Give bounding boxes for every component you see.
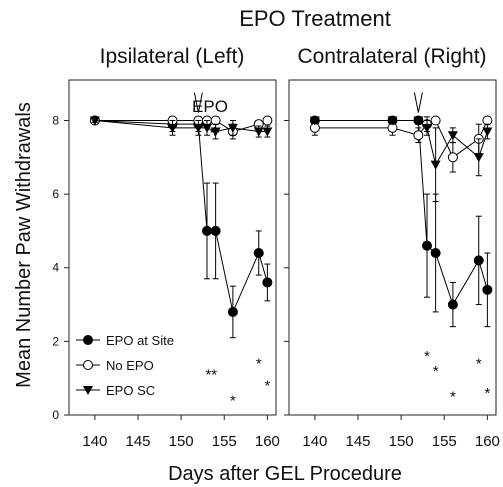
data-point-epo-sc [227, 123, 238, 133]
y-tick-label: 0 [52, 408, 59, 422]
y-tick-label: 8 [52, 113, 59, 127]
data-point-epo-sc [482, 127, 493, 137]
data-point-epo-at-site [227, 306, 238, 317]
significance-marker: * [256, 355, 262, 372]
data-point-epo-at-site [210, 225, 221, 236]
data-point-epo-sc [387, 116, 398, 126]
series-line-no-epo [314, 119, 488, 159]
data-point-epo-sc [89, 116, 100, 126]
x-tick-label: 150 [389, 433, 414, 450]
significance-marker: ** [205, 367, 217, 384]
data-point-epo-sc [422, 123, 432, 133]
data-point-epo-sc [447, 131, 458, 141]
significance-marker: * [264, 378, 270, 395]
x-axis-label: Days after GEL Procedure [168, 463, 402, 485]
x-tick-label: 140 [302, 433, 327, 450]
significance-marker: * [433, 363, 439, 380]
significance-marker: * [484, 385, 490, 402]
legend-label-epo-at-site: EPO at Site [106, 333, 174, 348]
significance-marker: * [424, 348, 430, 365]
series-line-epo-at-site [94, 119, 268, 314]
y-tick-label: 2 [52, 334, 59, 348]
data-point-epo-sc [430, 160, 441, 170]
significance-marker: * [230, 392, 236, 409]
data-point-epo-at-site [473, 255, 484, 266]
data-point-epo-at-site [430, 248, 441, 259]
data-point-no-epo [262, 115, 273, 126]
series-line-epo-sc [314, 119, 488, 167]
treatment-arrow [193, 92, 203, 113]
data-point-epo-sc [473, 153, 484, 163]
legend-marker-no-epo [83, 360, 93, 370]
data-point-epo-at-site [447, 299, 458, 310]
data-point-epo-at-site [253, 248, 264, 259]
data-point-epo-sc [167, 123, 178, 133]
data-point-epo-sc [202, 123, 212, 133]
panel-title-right: Contralateral (Right) [297, 45, 486, 68]
significance-marker: * [450, 389, 456, 406]
data-point-epo-sc [253, 127, 264, 137]
treatment-arrow [413, 92, 423, 113]
data-point-epo-sc [262, 127, 273, 137]
data-point-no-epo [447, 152, 458, 163]
legend-label-no-epo: No EPO [106, 358, 154, 373]
series-line-epo-sc [94, 119, 268, 133]
data-point-epo-sc [413, 116, 424, 126]
x-tick-label: 155 [432, 433, 457, 450]
panel-right: 140 145 150 155 160***** [284, 92, 500, 450]
data-point-epo-at-site [422, 240, 432, 251]
legend: EPO at Site No EPO EPO SC [76, 333, 174, 398]
y-tick-label: 6 [52, 187, 59, 201]
data-point-epo-sc [210, 127, 221, 137]
data-point-no-epo [430, 115, 441, 126]
data-point-no-epo [210, 115, 221, 126]
y-tick-label: 4 [52, 261, 59, 275]
x-tick-label: 160 [475, 433, 500, 450]
data-point-epo-sc [309, 116, 320, 126]
data-point-epo-at-site [262, 277, 273, 288]
plot-frame-right [288, 79, 497, 416]
x-tick-label: 160 [255, 433, 280, 450]
y-axis-label: Mean Number Paw Withdrawals [13, 102, 35, 388]
series-line-epo-at-site [314, 119, 488, 306]
x-tick-label: 140 [82, 433, 107, 450]
data-point-no-epo [482, 115, 493, 126]
plot-frame-left [68, 79, 277, 416]
x-tick-label: 155 [212, 433, 237, 450]
data-point-epo-at-site [482, 284, 493, 295]
legend-label-epo-sc: EPO SC [106, 383, 155, 398]
significance-marker: * [476, 355, 482, 372]
data-point-epo-at-site [202, 225, 212, 236]
chart-title: EPO Treatment [239, 6, 391, 31]
data-point-no-epo [413, 130, 424, 141]
x-tick-label: 145 [345, 433, 370, 450]
x-tick-label: 150 [169, 433, 194, 450]
legend-marker-epo-sc [83, 386, 93, 395]
panel-title-left: Ipsilateral (Left) [100, 45, 245, 68]
x-tick-label: 145 [125, 433, 150, 450]
data-point-epo-sc [193, 123, 204, 133]
legend-marker-epo-at-site [83, 335, 93, 345]
